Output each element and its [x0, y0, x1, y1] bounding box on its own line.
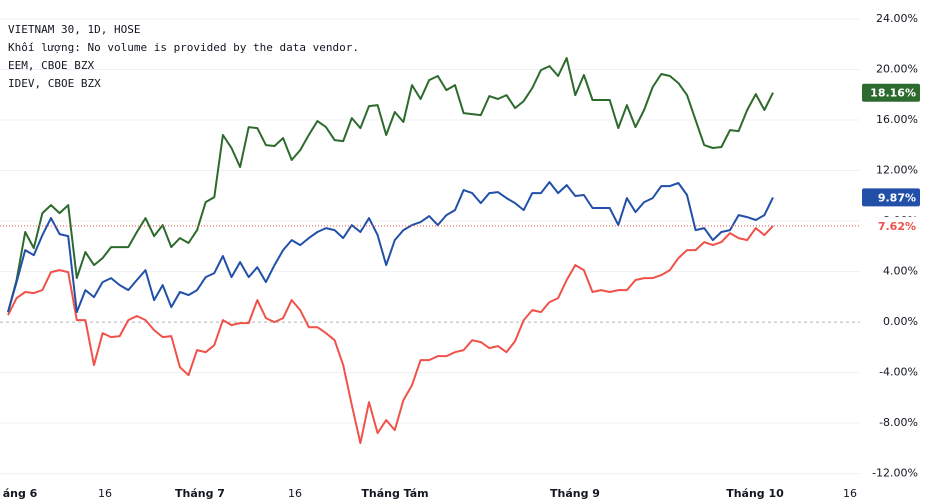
- legend-entry: IDEV, CBOE BZX: [8, 77, 101, 90]
- legend-note: Khối lượng: No volume is provided by the…: [8, 41, 359, 54]
- x-tick-label: áng 6: [3, 487, 38, 500]
- x-tick-label: 16: [288, 487, 302, 500]
- x-tick-label: Tháng 9: [550, 487, 600, 500]
- y-tick-label: 0.00%: [883, 315, 918, 328]
- last-value-label: 9.87%: [878, 191, 916, 204]
- last-value-box: [862, 216, 920, 235]
- last-value-box: [862, 188, 920, 207]
- legend-entry: VIETNAM 30, 1D, HOSE: [8, 23, 140, 36]
- x-tick-label: Tháng 7: [175, 487, 225, 500]
- last-value-box: [862, 83, 920, 102]
- axes: 24.00%20.00%16.00%12.00%8.00%4.00%0.00%-…: [3, 12, 920, 500]
- x-tick-label: 16: [843, 487, 857, 500]
- line-series: [7, 57, 774, 313]
- y-tick-label: 16.00%: [876, 113, 918, 126]
- plot: [0, 57, 860, 445]
- y-tick-label: -4.00%: [879, 366, 918, 379]
- x-tick-label: Tháng Tám: [361, 487, 428, 500]
- y-tick-label: 4.00%: [883, 265, 918, 278]
- x-tick-label: Tháng 10: [726, 487, 784, 500]
- line-series: [7, 225, 774, 445]
- x-tick-label: 16: [98, 487, 112, 500]
- legend: VIETNAM 30, 1D, HOSE Khối lượng: No volum…: [8, 23, 359, 90]
- last-value-label: 7.62%: [878, 220, 916, 233]
- y-tick-label: 20.00%: [876, 62, 918, 75]
- line-series: [7, 181, 774, 314]
- last-value-label: 18.16%: [870, 87, 916, 100]
- y-tick-label: 12.00%: [876, 164, 918, 177]
- y-tick-label: -12.00%: [872, 467, 918, 480]
- y-tick-label: 24.00%: [876, 12, 918, 25]
- legend-entry: EEM, CBOE BZX: [8, 59, 94, 72]
- y-tick-label: -8.00%: [879, 416, 918, 429]
